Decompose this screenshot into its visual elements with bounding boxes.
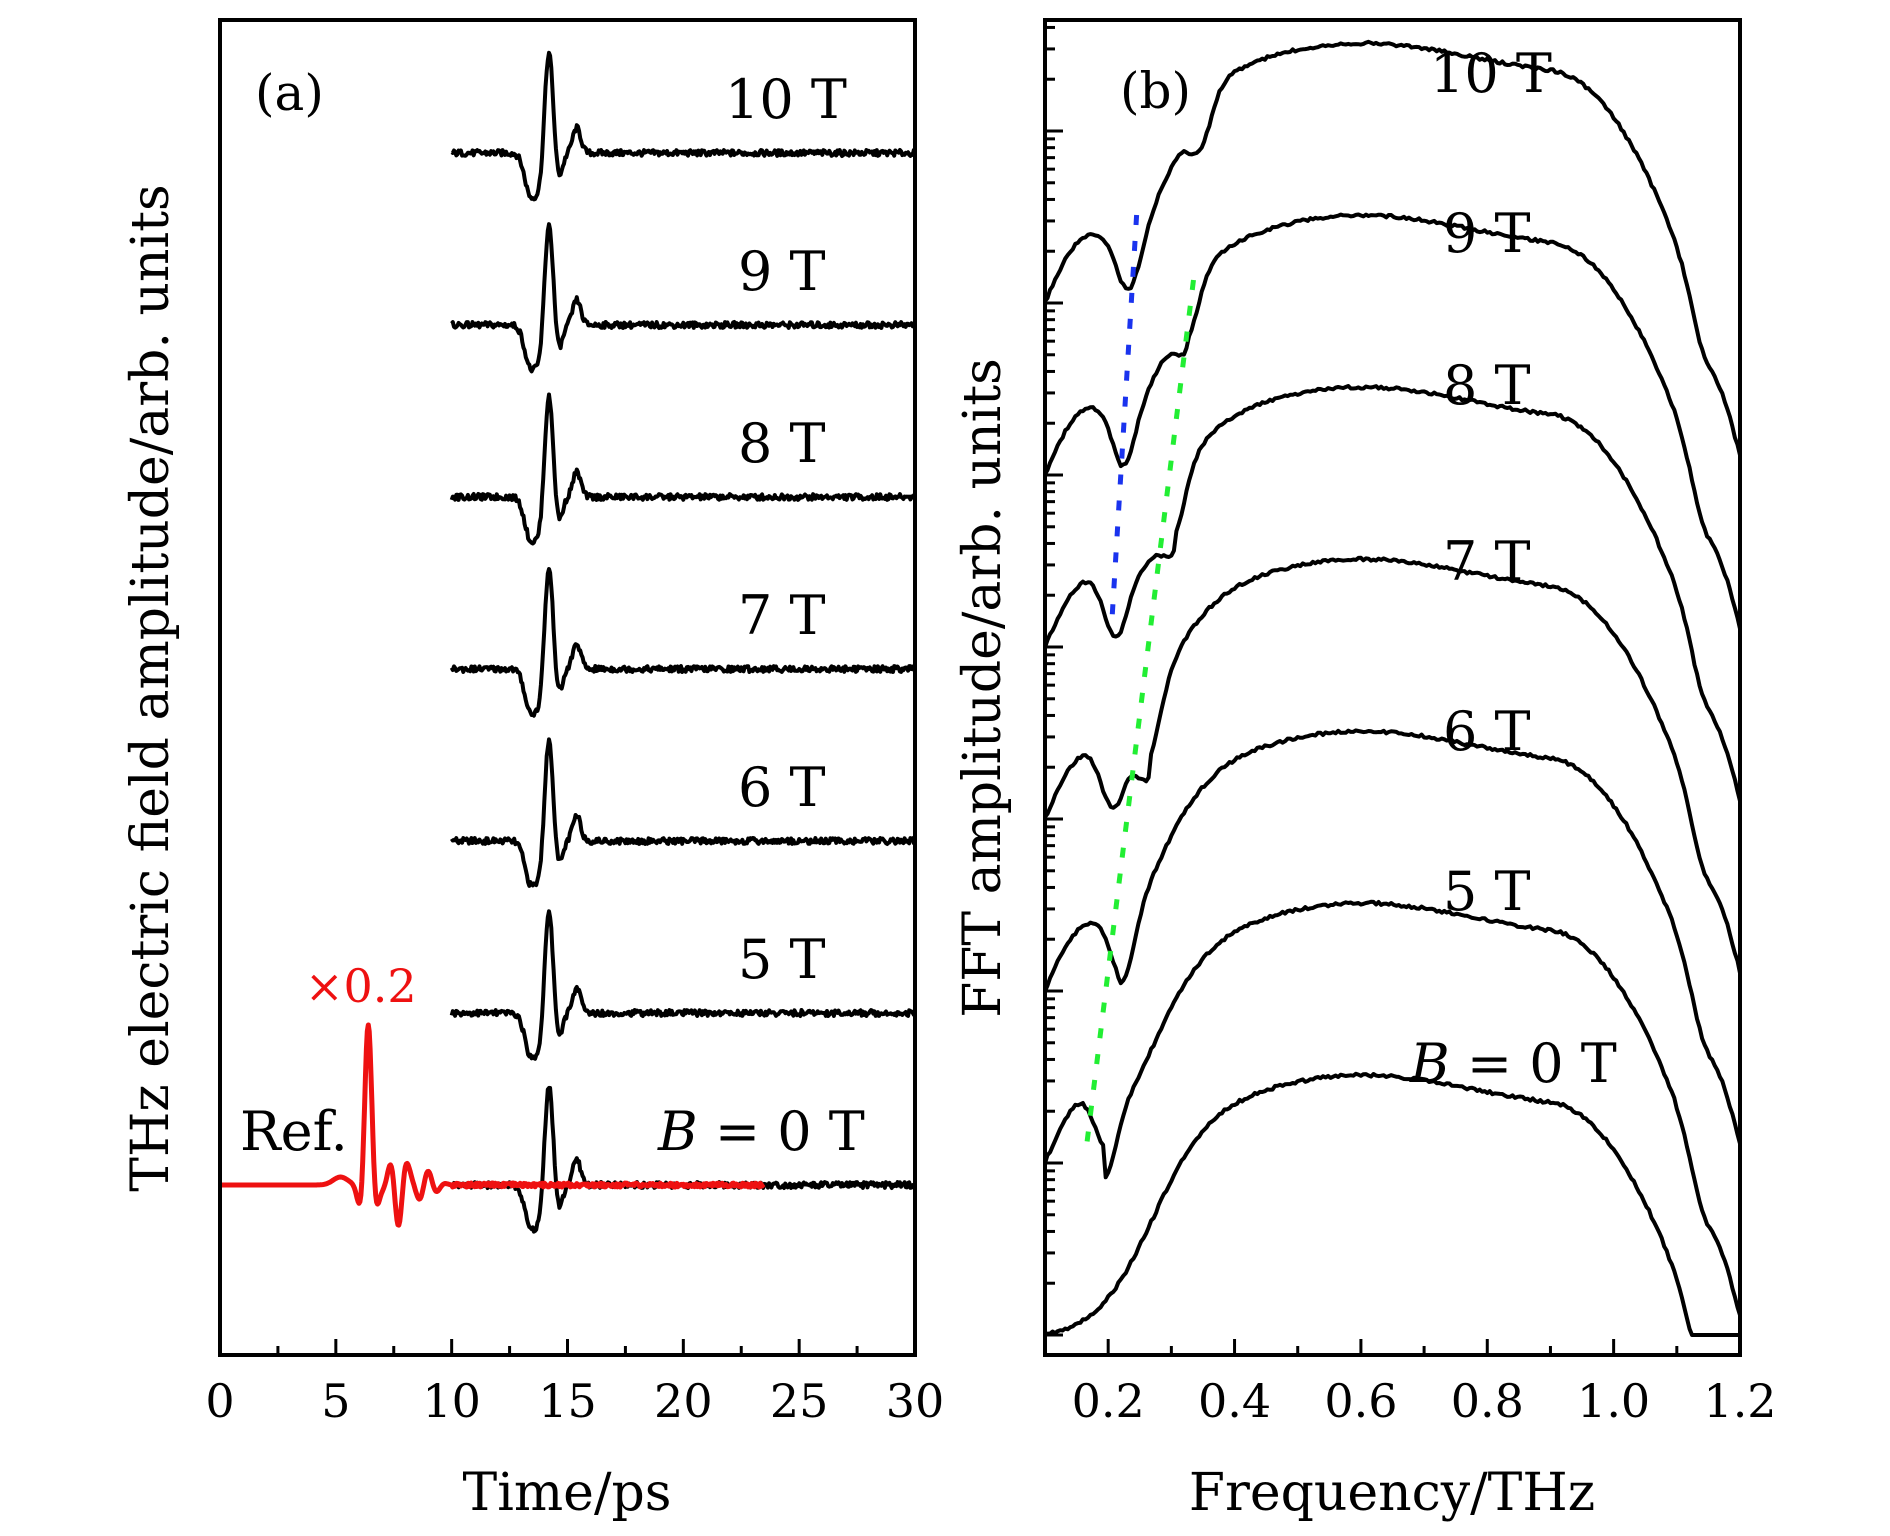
panel-a: 0 5 10 15 20 25 30 (a) 10 T 9 T 8 T 7 T 6 T 5 … xyxy=(121,18,944,1523)
b-label-9T: 9 T xyxy=(1443,202,1531,265)
b-label-0T-var: B xyxy=(1409,1032,1450,1095)
a-label-0T: B = 0 T xyxy=(657,1100,865,1163)
panel-b-y-ticks xyxy=(1045,25,1063,1337)
a-x-tick-label: 20 xyxy=(654,1374,713,1428)
a-y-axis-title: THz electric field amplitude/arb. units xyxy=(121,184,181,1191)
b-x-tick-label: 1.0 xyxy=(1577,1374,1650,1428)
a-trace-10T xyxy=(450,50,916,202)
guide-line-lower xyxy=(1108,214,1140,631)
reference-trace xyxy=(218,1022,766,1228)
a-x-axis-title: Time/ps xyxy=(463,1463,672,1523)
b-x-tick-label: 0.6 xyxy=(1324,1374,1397,1428)
a-trace-6T xyxy=(450,737,917,888)
a-trace-5T xyxy=(449,909,917,1061)
b-label-6T: 6 T xyxy=(1443,700,1531,763)
a-trace-9T xyxy=(450,222,917,374)
guide-line-upper xyxy=(1083,279,1196,1151)
a-x-tick-label: 5 xyxy=(321,1374,350,1428)
a-label-0T-var: B xyxy=(657,1100,698,1163)
b-label-0T-rest: = 0 T xyxy=(1450,1032,1617,1095)
b-trace-10T xyxy=(1043,39,1742,456)
b-trace-7T xyxy=(1043,555,1742,974)
panel-b: 0.2 0.4 0.6 0.8 1.0 1.2 (b) 10 T 9 T 8 T 7 T … xyxy=(953,18,1777,1523)
b-y-axis-title: FFT amplitude/arb. units xyxy=(953,358,1013,1018)
a-x-tick-label: 30 xyxy=(886,1374,945,1428)
a-x-tick-label: 0 xyxy=(205,1374,234,1428)
a-x-tick-label: 25 xyxy=(770,1374,829,1428)
a-label-6T: 6 T xyxy=(738,756,826,819)
b-trace-6T xyxy=(1043,728,1742,1145)
b-label-0T: B = 0 T xyxy=(1409,1032,1617,1095)
b-x-tick-label: 0.4 xyxy=(1198,1374,1271,1428)
reference-label: Ref. xyxy=(240,1100,348,1163)
reference-scale-label: ×0.2 xyxy=(305,959,417,1013)
a-x-tick-label: 15 xyxy=(538,1374,597,1428)
panel-b-frame xyxy=(1043,18,1742,1357)
a-label-0T-rest: = 0 T xyxy=(698,1100,865,1163)
b-x-tick-label: 0.2 xyxy=(1072,1374,1145,1428)
b-label-8T: 8 T xyxy=(1443,354,1531,417)
b-label-10T: 10 T xyxy=(1430,42,1552,105)
b-trace-5T xyxy=(1043,899,1742,1316)
panel-b-x-ticks: 0.2 0.4 0.6 0.8 1.0 1.2 xyxy=(1043,1339,1777,1428)
panel-a-traces xyxy=(449,50,917,1234)
a-label-8T: 8 T xyxy=(738,412,826,475)
a-trace-7T xyxy=(449,567,917,718)
a-label-7T: 7 T xyxy=(738,584,826,647)
b-trace-0T xyxy=(1044,1071,1740,1337)
panel-b-guide-lines xyxy=(1083,214,1196,1151)
b-trace-8T xyxy=(1043,384,1742,802)
b-x-axis-title: Frequency/THz xyxy=(1189,1463,1595,1523)
a-label-9T: 9 T xyxy=(738,240,826,303)
panel-a-x-ticks: 0 5 10 15 20 25 30 xyxy=(205,1339,944,1428)
b-x-tick-label: 1.2 xyxy=(1703,1374,1776,1428)
panel-b-traces xyxy=(1043,39,1742,1337)
b-trace-9T xyxy=(1043,212,1742,630)
panel-a-label: (a) xyxy=(255,64,324,122)
b-label-7T: 7 T xyxy=(1443,530,1531,593)
b-label-5T: 5 T xyxy=(1443,860,1531,923)
panel-b-label: (b) xyxy=(1120,62,1191,120)
a-trace-8T xyxy=(449,392,917,546)
a-label-10T: 10 T xyxy=(725,68,847,131)
a-x-tick-label: 10 xyxy=(422,1374,481,1428)
a-label-5T: 5 T xyxy=(738,928,826,991)
reference-trace-group xyxy=(218,1022,766,1228)
b-x-tick-label: 0.8 xyxy=(1451,1374,1524,1428)
